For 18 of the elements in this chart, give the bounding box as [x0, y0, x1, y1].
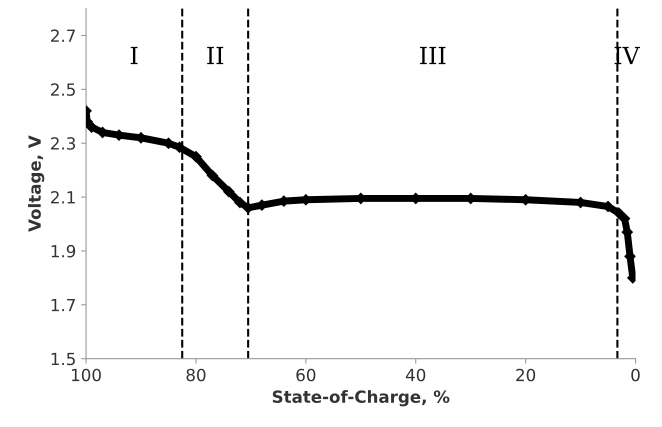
x-tick-label: 40: [406, 368, 426, 382]
x-tick-label: 80: [186, 368, 206, 382]
x-tick-label: 100: [72, 368, 101, 382]
annotation: I: [130, 46, 138, 64]
y-tick-label: 2.5: [51, 83, 75, 96]
y-tick-label: 2.3: [51, 137, 75, 150]
y-axis-title: Voltage, V: [28, 135, 44, 232]
x-tick-label: 20: [516, 368, 536, 382]
y-tick-label: 1.7: [52, 298, 75, 312]
annotation: III: [420, 46, 446, 64]
y-tick-label: 2.7: [51, 29, 75, 42]
x-axis-title: State-of-Charge, %: [272, 390, 450, 406]
y-tick-label: 1.5: [52, 352, 75, 366]
y-tick-label: 2.1: [51, 191, 75, 204]
x-tick-label: 0: [631, 368, 640, 382]
y-tick-label: 1.9: [52, 244, 76, 258]
annotation: II: [207, 46, 224, 64]
x-tick-label: 60: [296, 368, 316, 382]
